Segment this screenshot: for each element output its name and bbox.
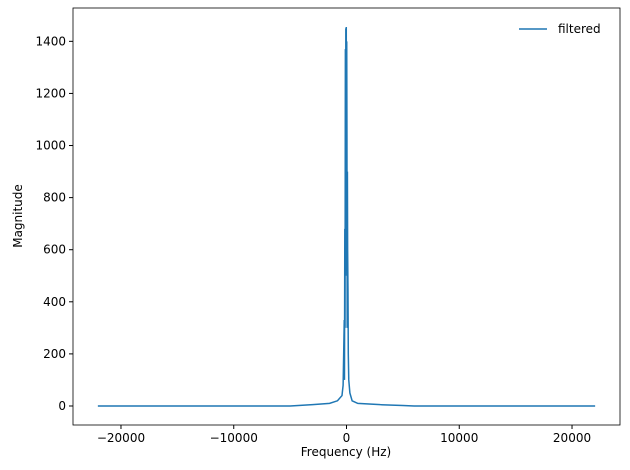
y-tick-label: 0 bbox=[58, 399, 66, 413]
data-line bbox=[97, 27, 596, 407]
y-tick-label: 600 bbox=[43, 243, 66, 257]
y-tick-label: 1000 bbox=[35, 139, 66, 153]
y-tick-label: 200 bbox=[43, 347, 66, 361]
x-tick-label: −20000 bbox=[97, 431, 145, 445]
y-axis-label: Magnitude bbox=[11, 184, 25, 248]
y-tick-label: 400 bbox=[43, 295, 66, 309]
y-tick-label: 1400 bbox=[35, 34, 66, 48]
legend-label: filtered bbox=[558, 22, 601, 36]
x-tick-label: 10000 bbox=[440, 431, 478, 445]
x-tick-label: −10000 bbox=[210, 431, 258, 445]
axes-frame bbox=[72, 7, 621, 426]
x-tick-label: 20000 bbox=[553, 431, 591, 445]
y-tick-label: 800 bbox=[43, 191, 66, 205]
x-axis-label: Frequency (Hz) bbox=[301, 445, 392, 459]
x-tick-label: 0 bbox=[343, 431, 351, 445]
y-tick-label: 1200 bbox=[35, 86, 66, 100]
